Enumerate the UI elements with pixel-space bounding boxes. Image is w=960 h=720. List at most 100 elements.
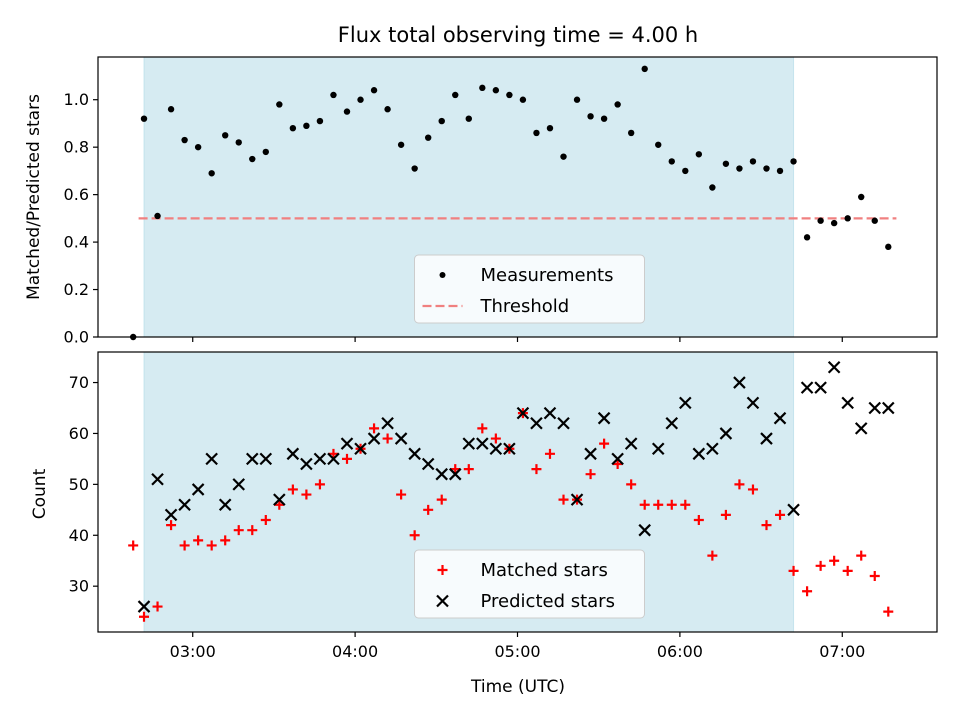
bottom-y-tick-label: 60 bbox=[69, 424, 89, 443]
predicted-star-point bbox=[286, 447, 300, 461]
predicted-star-point bbox=[313, 452, 327, 466]
measurement-point bbox=[384, 106, 391, 113]
matched-star-point bbox=[788, 565, 799, 576]
matched-star-point bbox=[531, 464, 542, 475]
bottom-y-tick-label: 30 bbox=[69, 577, 89, 596]
measurement-point bbox=[289, 124, 297, 132]
measurement-point bbox=[790, 158, 797, 165]
legend-label: Predicted stars bbox=[481, 591, 615, 612]
matched-star-point bbox=[612, 459, 623, 469]
x-tick-label: 04:00 bbox=[332, 642, 378, 661]
measurement-point bbox=[397, 141, 405, 148]
predicted-star-point bbox=[218, 498, 232, 512]
predicted-star-point bbox=[584, 447, 597, 461]
predicted-star-point bbox=[706, 442, 719, 456]
predicted-star-point bbox=[476, 437, 489, 450]
predicted-star-point bbox=[462, 437, 476, 450]
x-tick-label: 06:00 bbox=[657, 642, 703, 661]
predicted-star-point bbox=[394, 432, 408, 445]
predicted-star-point bbox=[178, 498, 191, 512]
measurement-point bbox=[492, 87, 500, 94]
matched-star-point bbox=[436, 494, 447, 505]
matched-star-point bbox=[152, 601, 163, 612]
measurement-point bbox=[668, 158, 675, 165]
top-y-tick-label: 0.8 bbox=[64, 138, 89, 157]
predicted-star-point bbox=[665, 416, 679, 430]
bottom-y-axis-label: Count bbox=[30, 468, 50, 519]
legend-marker-x bbox=[436, 594, 449, 608]
measurement-point bbox=[722, 160, 730, 167]
predicted-star-point bbox=[760, 432, 773, 445]
predicted-star-point bbox=[624, 437, 638, 450]
measurement-point bbox=[465, 115, 472, 122]
matched-star-point bbox=[775, 509, 786, 520]
predicted-star-point bbox=[543, 406, 557, 420]
legend-label: Matched stars bbox=[481, 560, 608, 581]
bottom-y-tick-label: 40 bbox=[69, 526, 89, 545]
top-y-tick-label: 1.0 bbox=[64, 90, 89, 109]
measurement-point bbox=[587, 113, 594, 120]
bottom-legend: Matched stars Predicted stars bbox=[414, 549, 645, 619]
matched-star-point bbox=[666, 499, 677, 510]
measurement-point bbox=[817, 217, 824, 224]
predicted-star-point bbox=[611, 452, 624, 466]
matched-star-point bbox=[707, 550, 718, 561]
top-plot-frame bbox=[97, 56, 938, 338]
bottom-y-tick-label: 70 bbox=[69, 373, 89, 392]
matched-star-point bbox=[829, 555, 840, 566]
measurement-point bbox=[452, 91, 459, 99]
measurement-point bbox=[316, 117, 324, 125]
measurement-point bbox=[858, 193, 865, 201]
matched-star-point bbox=[680, 499, 691, 510]
predicted-star-point bbox=[746, 396, 760, 410]
measurement-point bbox=[709, 184, 716, 191]
predicted-star-point bbox=[205, 452, 218, 466]
measurement-point bbox=[803, 234, 811, 241]
matched-star-point bbox=[558, 494, 569, 505]
matched-star-point bbox=[639, 499, 650, 510]
predicted-star-point bbox=[800, 381, 814, 394]
measurement-point bbox=[655, 141, 662, 148]
matched-star-point bbox=[341, 453, 352, 464]
measurement-point bbox=[330, 91, 337, 99]
measurement-point bbox=[249, 155, 256, 163]
predicted-star-point bbox=[787, 503, 800, 517]
x-axis-label: Time (UTC) bbox=[470, 677, 565, 697]
matched-star-point bbox=[274, 499, 285, 510]
measurement-point bbox=[343, 108, 351, 115]
matched-star-point bbox=[220, 535, 231, 546]
predicted-star-point bbox=[489, 442, 503, 456]
measurement-point bbox=[154, 212, 161, 220]
predicted-star-point bbox=[841, 396, 854, 410]
predicted-star-point bbox=[733, 376, 746, 389]
measurement-point bbox=[181, 136, 188, 144]
matched-star-point bbox=[423, 504, 434, 515]
legend-label: Measurements bbox=[481, 265, 614, 286]
predicted-star-point bbox=[232, 478, 246, 491]
predicted-star-point bbox=[827, 360, 841, 374]
predicted-star-point bbox=[719, 427, 733, 440]
matched-star-point bbox=[450, 464, 461, 475]
predicted-star-point bbox=[773, 411, 787, 425]
predicted-star-point bbox=[597, 411, 611, 425]
matched-star-point bbox=[206, 540, 217, 551]
measurement-point bbox=[303, 122, 310, 130]
predicted-star-point bbox=[164, 508, 178, 522]
predicted-star-point bbox=[692, 447, 706, 461]
top-y-axis-label: Matched/Predicted stars bbox=[24, 94, 44, 300]
matched-star-point bbox=[463, 464, 474, 475]
top-legend: Measurements Threshold bbox=[414, 254, 645, 324]
predicted-star-point bbox=[557, 416, 570, 430]
matched-star-point bbox=[409, 530, 420, 541]
measurement-point bbox=[546, 124, 554, 132]
x-tick-label: 03:00 bbox=[170, 642, 216, 661]
predicted-star-point bbox=[245, 452, 259, 466]
matched-star-point bbox=[869, 571, 880, 581]
predicted-star-point bbox=[381, 416, 394, 430]
predicted-star-point bbox=[854, 422, 868, 435]
measurement-point bbox=[695, 151, 703, 158]
matched-star-point bbox=[396, 489, 407, 500]
matched-star-point bbox=[193, 535, 204, 546]
matched-star-point bbox=[233, 525, 244, 536]
measurement-point bbox=[167, 106, 175, 113]
